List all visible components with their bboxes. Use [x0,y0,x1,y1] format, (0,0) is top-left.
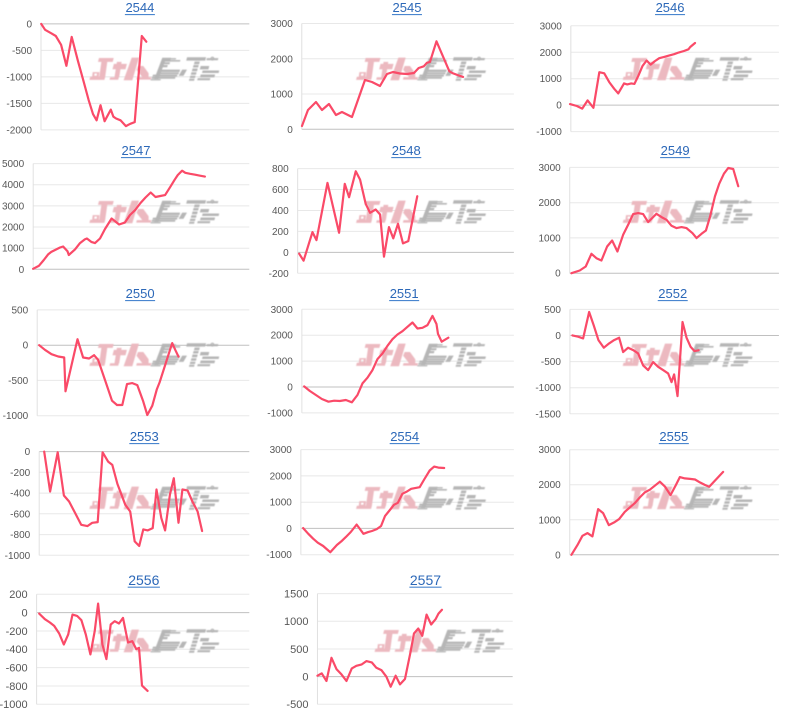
svg-text:0: 0 [302,672,308,684]
svg-text:0: 0 [26,19,32,30]
svg-text:4000: 4000 [2,180,25,191]
svg-text:1000: 1000 [538,515,561,526]
svg-text:2552: 2552 [658,286,687,301]
svg-text:2549: 2549 [661,143,690,158]
svg-text:1000: 1000 [540,74,563,85]
svg-text:1000: 1000 [270,498,293,509]
svg-text:-400: -400 [10,489,30,500]
svg-text:0: 0 [25,447,31,458]
svg-text:2000: 2000 [538,480,561,491]
svg-text:1000: 1000 [271,90,294,101]
svg-text:-500: -500 [286,699,308,711]
svg-text:0: 0 [23,341,29,352]
svg-text:-1000: -1000 [535,383,561,394]
svg-text:2545: 2545 [393,0,422,15]
svg-text:2000: 2000 [271,331,294,342]
svg-text:2547: 2547 [122,143,151,158]
svg-text:-1000: -1000 [536,127,562,138]
svg-text:2557: 2557 [410,572,441,588]
svg-text:1000: 1000 [284,616,308,628]
svg-text:-200: -200 [10,468,30,479]
svg-text:2544: 2544 [125,0,154,15]
svg-text:500: 500 [290,644,308,656]
svg-text:-200: -200 [269,269,289,280]
svg-text:-1000: -1000 [0,699,28,711]
svg-text:3000: 3000 [270,445,293,456]
svg-text:2000: 2000 [540,48,563,59]
svg-text:1500: 1500 [284,589,308,601]
svg-text:-1000: -1000 [266,550,292,561]
svg-text:2000: 2000 [538,198,561,209]
svg-text:0: 0 [287,125,293,136]
svg-text:0: 0 [21,608,27,620]
svg-text:-1500: -1500 [535,409,561,420]
svg-text:2550: 2550 [126,286,155,301]
svg-text:800: 800 [272,164,289,175]
svg-text:1000: 1000 [538,233,561,244]
svg-text:5000: 5000 [2,159,25,170]
svg-text:3000: 3000 [538,445,561,456]
svg-text:2556: 2556 [128,572,159,588]
svg-text:-500: -500 [12,46,32,57]
svg-text:0: 0 [556,101,562,112]
svg-text:2554: 2554 [390,429,419,444]
svg-text:1000: 1000 [2,244,25,255]
svg-text:-1000: -1000 [6,72,32,83]
svg-text:-200: -200 [6,626,28,638]
svg-text:-800: -800 [10,530,30,541]
svg-text:0: 0 [19,265,25,276]
svg-text:2553: 2553 [130,429,159,444]
svg-text:2000: 2000 [271,54,294,65]
svg-text:-600: -600 [10,509,30,520]
svg-text:3000: 3000 [2,201,25,212]
svg-text:3000: 3000 [540,21,563,32]
svg-text:-2000: -2000 [6,125,32,136]
svg-text:2548: 2548 [392,143,421,158]
svg-text:0: 0 [287,383,293,394]
svg-text:500: 500 [12,305,29,316]
svg-text:500: 500 [544,305,561,316]
svg-text:2546: 2546 [656,0,685,15]
svg-text:3000: 3000 [271,19,294,30]
svg-text:200: 200 [9,589,27,601]
svg-text:2551: 2551 [390,286,419,301]
svg-text:0: 0 [555,331,561,342]
svg-text:0: 0 [555,550,561,561]
svg-text:-800: -800 [6,681,28,693]
svg-text:-1000: -1000 [267,408,293,419]
svg-text:-1000: -1000 [3,411,29,422]
svg-text:2555: 2555 [659,429,688,444]
svg-text:2000: 2000 [2,223,25,234]
svg-text:-500: -500 [8,376,28,387]
svg-text:200: 200 [272,227,289,238]
svg-text:0: 0 [555,269,561,280]
svg-text:-500: -500 [541,357,561,368]
svg-text:3000: 3000 [271,305,294,316]
svg-text:3000: 3000 [538,163,561,174]
svg-text:-1500: -1500 [6,99,32,110]
svg-text:0: 0 [286,524,292,535]
svg-text:400: 400 [272,206,289,217]
svg-text:-400: -400 [6,644,28,656]
svg-text:-1000: -1000 [5,551,31,562]
svg-text:2000: 2000 [270,471,293,482]
svg-text:600: 600 [272,185,289,196]
svg-text:0: 0 [283,248,289,259]
svg-text:1000: 1000 [271,357,294,368]
svg-text:-600: -600 [6,663,28,675]
